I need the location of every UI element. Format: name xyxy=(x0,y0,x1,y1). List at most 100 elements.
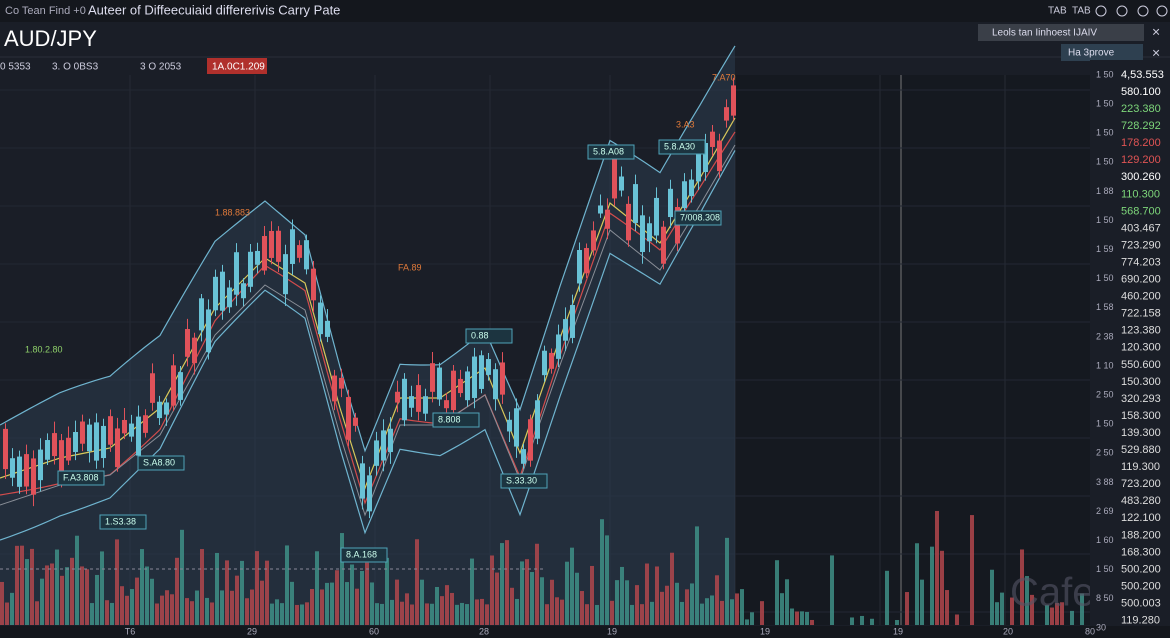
volume-bar xyxy=(210,602,214,625)
candle-body xyxy=(451,370,456,411)
volume-bar xyxy=(325,582,329,625)
volume-bar xyxy=(700,603,704,625)
price-label: 690.200 xyxy=(1121,274,1161,286)
candle-body xyxy=(605,209,610,229)
candle-body xyxy=(661,226,666,264)
ohlc: 3 O 2053 xyxy=(140,62,182,73)
candle-body xyxy=(724,107,729,121)
price-label: 129.200 xyxy=(1121,154,1161,166)
band-fill xyxy=(0,45,735,625)
volume-bar xyxy=(330,582,334,625)
search-box[interactable] xyxy=(978,24,1144,41)
close[interactable]: × xyxy=(1152,24,1160,40)
volume-bar xyxy=(1030,594,1034,625)
volume-bar xyxy=(415,539,419,625)
price-label: 188.200 xyxy=(1121,529,1161,541)
volume-bar xyxy=(565,561,569,625)
volume-bar xyxy=(470,558,474,625)
price-label: 150.300 xyxy=(1121,376,1161,388)
volume-bar xyxy=(545,604,549,625)
candle-body xyxy=(283,254,288,295)
candle-body xyxy=(731,85,736,116)
candle-body xyxy=(325,320,330,337)
volume-bar xyxy=(255,551,259,625)
volume-bar xyxy=(350,564,354,625)
volume-bar xyxy=(745,619,749,625)
price-label: 223.380 xyxy=(1121,103,1161,115)
price-label: 1 58 xyxy=(1096,302,1114,312)
lower-band xyxy=(0,150,736,541)
volume-bar xyxy=(1045,604,1049,625)
candle-body xyxy=(24,454,29,487)
price-label: 2 50 xyxy=(1096,448,1114,458)
volume-bar xyxy=(955,614,959,625)
candle-body xyxy=(199,298,204,331)
candle-body xyxy=(31,458,36,495)
close[interactable]: × xyxy=(1152,45,1160,61)
icon[interactable]: TAB xyxy=(1072,6,1091,17)
candle-body xyxy=(66,437,71,461)
candle-body xyxy=(17,456,22,487)
volume-bar xyxy=(665,585,669,625)
volume-bar xyxy=(10,592,14,625)
candle-body xyxy=(94,422,99,461)
volume-bar xyxy=(305,602,309,625)
candle-body xyxy=(45,440,50,460)
candle-body xyxy=(164,402,169,415)
icon[interactable] xyxy=(1156,5,1168,17)
volume-bar xyxy=(895,619,899,625)
candle-body xyxy=(542,350,547,376)
volume-bar xyxy=(620,566,624,625)
volume-bar xyxy=(860,615,864,625)
candle-body xyxy=(353,417,358,426)
volume-bar xyxy=(20,545,24,625)
volume-bar xyxy=(495,572,499,625)
time-label: 29 xyxy=(247,626,257,636)
candle-body xyxy=(255,250,260,265)
candle-body xyxy=(318,302,323,335)
icon[interactable] xyxy=(1137,5,1149,17)
volume-bar xyxy=(465,604,469,625)
icon[interactable]: TAB xyxy=(1048,6,1067,17)
volume-bar xyxy=(1070,610,1074,625)
volume-bar xyxy=(345,582,349,625)
volume-bar xyxy=(405,593,409,625)
price-label: 728.292 xyxy=(1121,120,1161,132)
volume-bar xyxy=(460,602,464,625)
candle-body xyxy=(388,428,393,453)
volume-bar xyxy=(315,551,319,625)
candle-body xyxy=(297,245,302,258)
volume-bar xyxy=(270,603,274,625)
candle-body xyxy=(346,397,351,440)
candle-body xyxy=(171,365,176,406)
volume-bar xyxy=(605,535,609,625)
button[interactable] xyxy=(1061,44,1143,61)
time-label: 28 xyxy=(479,626,489,636)
volume-bar xyxy=(485,604,489,625)
volume-bar xyxy=(190,601,194,625)
volume-bar xyxy=(185,598,189,625)
menu[interactable]: Co Tean Find +0 xyxy=(5,5,86,17)
volume-bar xyxy=(1055,603,1059,625)
icon[interactable] xyxy=(1116,5,1128,17)
volume-bar xyxy=(340,533,344,625)
price-label: 1 10 xyxy=(1096,360,1114,370)
candle-body xyxy=(647,223,652,242)
candle-body xyxy=(521,449,526,464)
candle-body xyxy=(682,181,687,209)
candle-body xyxy=(493,369,498,400)
price-label: 529.880 xyxy=(1121,444,1161,456)
annotation: 5.8.A08 xyxy=(593,146,624,156)
volume-bar xyxy=(450,592,454,625)
candle-body xyxy=(304,240,309,270)
icon[interactable] xyxy=(1095,5,1107,17)
volume-bar xyxy=(715,575,719,625)
candle-body xyxy=(409,396,414,408)
candle-body xyxy=(73,431,78,453)
candle-body xyxy=(507,419,512,432)
top-bar xyxy=(0,0,1170,22)
volume-bar xyxy=(115,539,119,625)
candle-body xyxy=(374,440,379,466)
volume-bar xyxy=(60,575,64,625)
candle-body xyxy=(423,396,428,414)
